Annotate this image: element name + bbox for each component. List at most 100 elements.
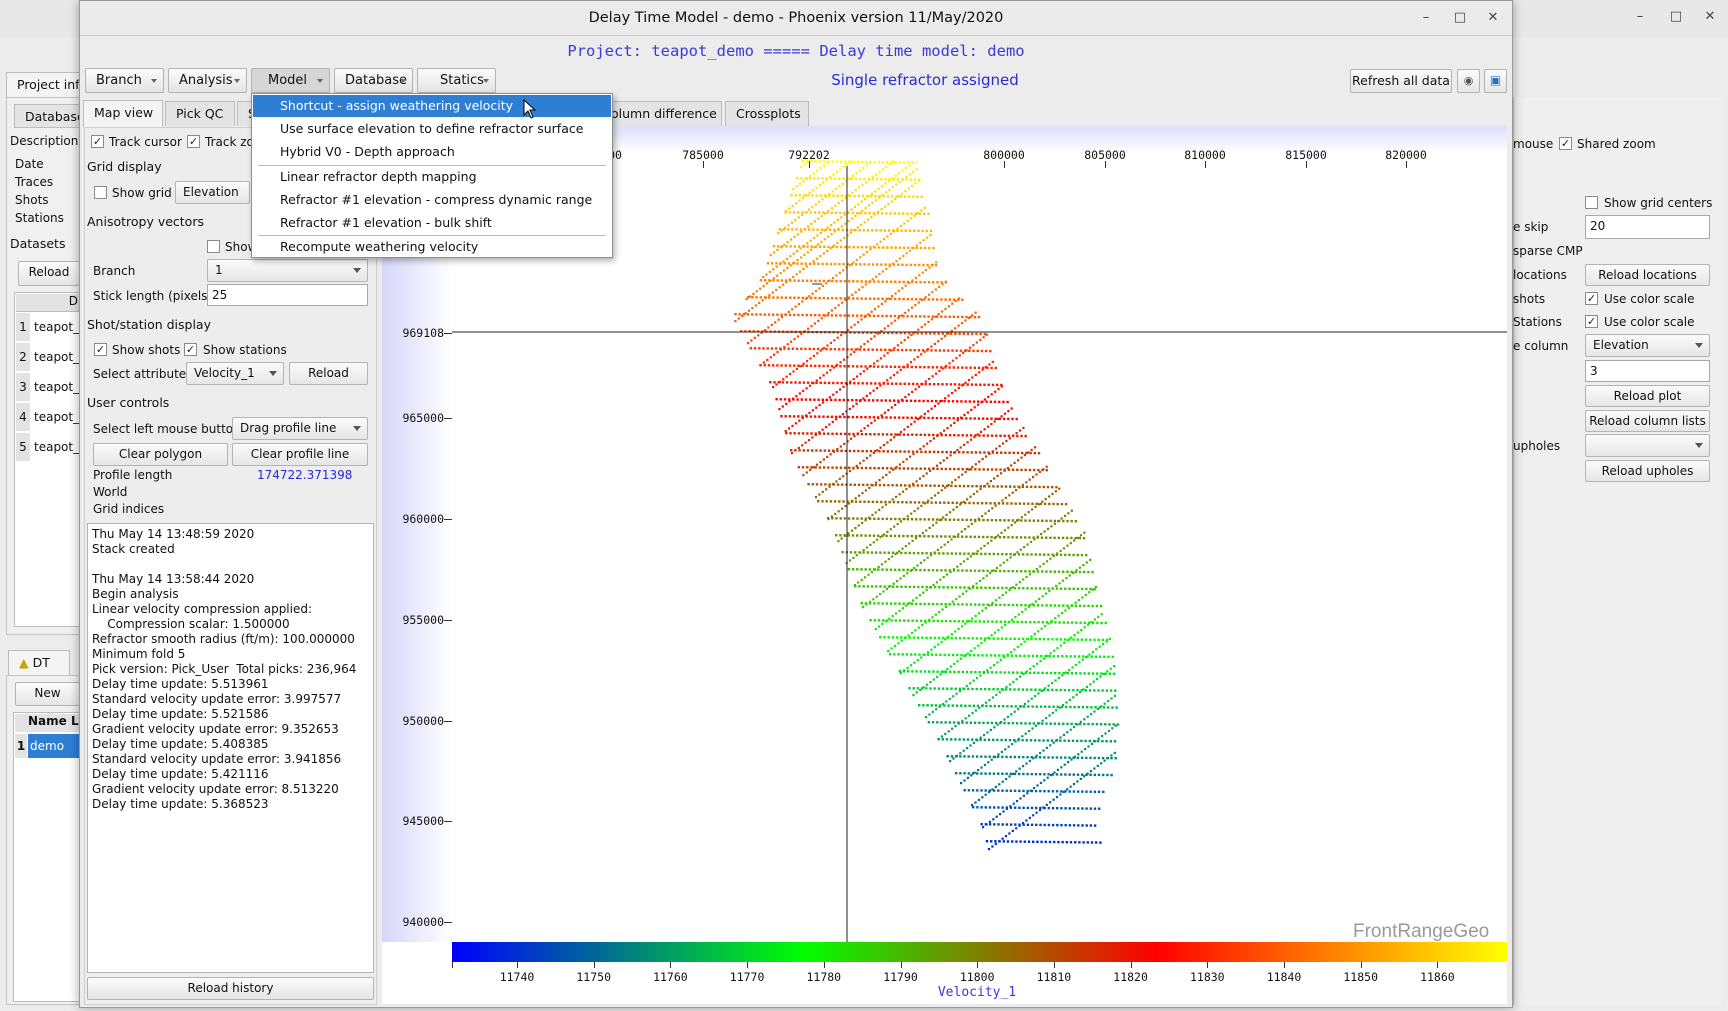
maximize-icon[interactable]: □ [1453,10,1467,25]
column-select[interactable]: Elevation [1585,334,1710,357]
shots-color-checkbox[interactable]: ✓ [1585,292,1598,305]
attribute-select[interactable]: Velocity_1 [186,362,284,385]
map-plot[interactable] [382,126,1507,942]
dt-row[interactable]: 1 demo [15,734,80,758]
track-cursor-checkbox[interactable]: ✓ [91,135,104,148]
shot-dot [1082,688,1085,691]
menu-model[interactable]: Model [251,68,330,93]
station-dot [1044,654,1047,658]
shared-zoom-checkbox[interactable]: ✓ [1559,137,1572,150]
station-dot [1087,621,1091,624]
bg-close-icon[interactable]: ✕ [1704,9,1716,24]
nav-traces[interactable]: Traces [15,175,54,189]
menu-item-assign-weathering-velocity[interactable]: Shortcut - assign weathering velocity [253,95,611,117]
station-dot [902,315,905,318]
shot-dot [882,238,886,241]
stick-length-input[interactable]: 25 [207,284,368,306]
menu-item-recompute-weathering[interactable]: Recompute weathering velocity [280,239,479,254]
dataset-row[interactable]: 1 teapot_ [16,313,80,341]
tab-map-view[interactable]: Map view [83,100,163,127]
new-model-button[interactable]: New [15,682,80,706]
station-dot [898,433,901,436]
nav-date[interactable]: Date [15,157,44,171]
dataset-row[interactable]: 5 teapot_ [16,433,80,461]
clear-polygon-button[interactable]: Clear polygon [93,443,228,466]
shot-dot [1045,746,1048,749]
station-dot [885,212,888,215]
menu-branch[interactable]: Branch [85,68,164,93]
shot-dot [1012,553,1016,556]
tab-dt[interactable]: ▲ DT [8,650,70,675]
reload-datasets-button[interactable]: Reload [18,261,80,286]
skip-input[interactable]: 20 [1585,215,1710,239]
station-dot [888,263,891,266]
station-dot [1009,688,1012,691]
grid-attribute-select[interactable]: Elevation [175,181,250,204]
menu-statics[interactable]: Statics [417,68,496,93]
tab-project-info[interactable]: Project inf [6,72,80,98]
menu-database[interactable]: Database [334,68,413,93]
tab-crossplots[interactable]: Crossplots [725,101,809,126]
reload-locations-button[interactable]: Reload locations [1585,264,1710,286]
menu-item-surface-elevation[interactable]: Use surface elevation to define refracto… [280,121,584,136]
dataset-row[interactable]: 3 teapot_ [16,373,80,401]
camera-icon[interactable]: ◉ [1457,69,1480,93]
menu-item-bulk-shift[interactable]: Refractor #1 elevation - bulk shift [280,215,492,230]
branch-select[interactable]: 1 [207,259,368,282]
show-grid-checkbox[interactable] [94,186,107,199]
shot-dot [879,536,882,539]
nav-description[interactable]: Description [10,134,79,148]
refresh-all-data-button[interactable]: Refresh all data [1350,69,1452,93]
station-dot [906,416,909,419]
stations-color-checkbox[interactable]: ✓ [1585,315,1598,328]
clear-profile-line-button[interactable]: Clear profile line [232,443,368,466]
show-vectors-checkbox[interactable] [207,240,220,253]
menu-item-hybrid-v0[interactable]: Hybrid V0 - Depth approach [280,144,455,159]
show-stations-checkbox[interactable]: ✓ [184,343,197,356]
num-input[interactable]: 3 [1585,360,1710,382]
shot-dot [869,454,872,457]
upholes-select[interactable] [1585,434,1710,457]
shot-dot [842,385,845,388]
dataset-row[interactable]: 4 teapot_ [16,403,80,431]
station-dot [818,279,821,283]
mouse-mode-select[interactable]: Drag profile line [232,417,368,440]
reload-upholes-button[interactable]: Reload upholes [1585,460,1710,482]
menu-item-compress-dynamic-range[interactable]: Refractor #1 elevation - compress dynami… [280,192,593,207]
tab-column-difference[interactable]: olumn difference [600,101,722,126]
show-shots-checkbox[interactable]: ✓ [94,343,107,356]
tab-database[interactable]: Database [14,104,85,128]
station-dot [801,466,805,469]
shot-dot [923,559,926,562]
track-zoom-checkbox[interactable]: ✓ [187,135,200,148]
bg-minimize-icon[interactable]: – [1636,9,1644,24]
dataset-row[interactable]: 2 teapot_ [16,343,80,371]
station-dot [892,348,895,352]
screenshot-icon[interactable]: ▣ [1484,69,1507,93]
nav-shots[interactable]: Shots [15,193,49,207]
shot-dot [848,559,852,562]
station-dot [897,416,901,419]
reload-column-lists-button[interactable]: Reload column lists [1585,410,1710,432]
station-dot [1094,655,1098,658]
bg-maximize-icon[interactable]: □ [1669,9,1683,24]
reload-plot-button[interactable]: Reload plot [1585,385,1710,407]
reload-history-button[interactable]: Reload history [87,977,374,1000]
shot-dot [785,257,788,260]
station-dot [821,262,824,266]
tab-pick-qc[interactable]: Pick QC [165,101,235,126]
map-canvas[interactable] [382,126,1507,942]
minimize-icon[interactable]: – [1422,10,1430,25]
shot-dot [940,489,943,492]
menu-item-linear-depth-mapping[interactable]: Linear refractor depth mapping [280,169,477,184]
shot-dot [974,801,977,804]
shot-dot [775,288,778,291]
station-dot [969,518,973,522]
station-dot [895,382,898,385]
menu-analysis[interactable]: Analysis [168,68,247,93]
reload-attribute-button[interactable]: Reload [289,362,368,385]
show-grid-centers-checkbox[interactable] [1585,196,1598,209]
close-icon[interactable]: ✕ [1487,10,1499,25]
nav-stations[interactable]: Stations [15,211,64,225]
shot-dot [1054,679,1057,682]
